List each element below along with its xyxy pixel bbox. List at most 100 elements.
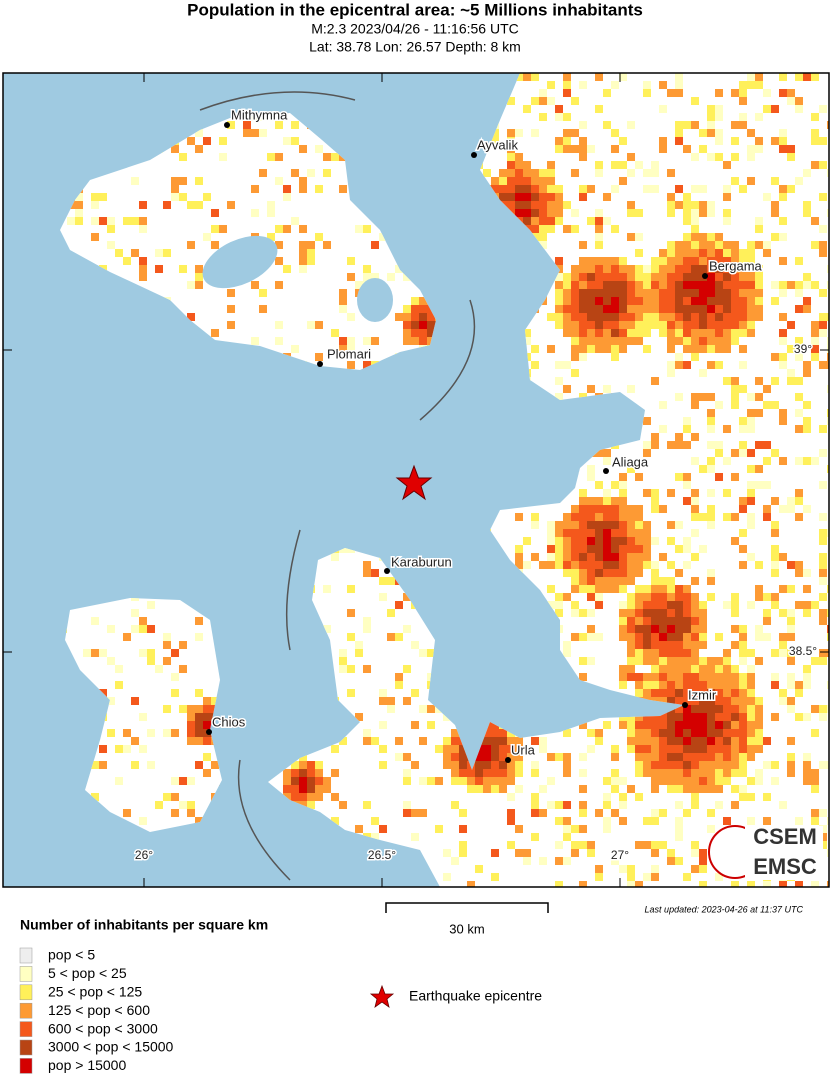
population-cell: [571, 345, 579, 353]
population-cell: [651, 537, 659, 545]
population-cell: [587, 185, 595, 193]
population-cell: [619, 777, 627, 785]
population-cell: [603, 337, 611, 345]
population-cell: [571, 577, 579, 585]
population-cell: [731, 513, 739, 521]
population-cell: [651, 321, 659, 329]
population-cell: [683, 585, 691, 593]
population-cell: [227, 201, 235, 209]
population-cell: [771, 105, 779, 113]
population-cell: [803, 417, 811, 425]
population-cell: [483, 769, 491, 777]
population-cell: [795, 601, 803, 609]
population-cell: [691, 601, 699, 609]
population-cell: [243, 129, 251, 137]
population-cell: [283, 785, 291, 793]
population-cell: [755, 585, 763, 593]
population-cell: [139, 713, 147, 721]
population-cell: [819, 449, 827, 457]
population-cell: [803, 569, 811, 577]
population-cell: [603, 825, 611, 833]
population-cell: [683, 617, 691, 625]
population-cell: [275, 257, 283, 265]
population-cell: [595, 105, 603, 113]
population-cell: [683, 737, 691, 745]
population-cell: [739, 785, 747, 793]
population-cell: [323, 785, 331, 793]
population-cell: [91, 793, 99, 801]
map-frame: [2, 72, 830, 888]
population-cell: [587, 305, 595, 313]
population-cell: [651, 729, 659, 737]
population-cell: [91, 617, 99, 625]
population-cell: [643, 721, 651, 729]
population-cell: [483, 777, 491, 785]
population-cell: [555, 553, 563, 561]
population-cell: [747, 713, 755, 721]
population-cell: [419, 305, 427, 313]
population-cell: [643, 625, 651, 633]
population-cell: [579, 81, 587, 89]
population-cell: [723, 665, 731, 673]
population-cell: [691, 681, 699, 689]
population-cell: [651, 641, 659, 649]
population-cell: [371, 337, 379, 345]
population-cell: [595, 209, 603, 217]
population-cell: [739, 185, 747, 193]
population-cell: [611, 537, 619, 545]
population-cell: [755, 225, 763, 233]
population-cell: [667, 281, 675, 289]
population-cell: [667, 321, 675, 329]
population-cell: [723, 161, 731, 169]
population-cell: [699, 249, 707, 257]
population-cell: [707, 249, 715, 257]
population-cell: [507, 145, 515, 153]
population-cell: [563, 321, 571, 329]
population-cell: [827, 361, 829, 369]
population-cell: [659, 265, 667, 273]
population-cell: [627, 713, 635, 721]
population-cell: [739, 673, 747, 681]
population-cell: [579, 753, 587, 761]
population-cell: [291, 769, 299, 777]
population-cell: [635, 625, 643, 633]
population-cell: [747, 449, 755, 457]
population-cell: [779, 585, 787, 593]
population-cell: [283, 225, 291, 233]
population-cell: [707, 465, 715, 473]
population-cell: [515, 745, 523, 753]
population-cell: [667, 857, 675, 865]
population-cell: [611, 225, 619, 233]
legend-swatch: [19, 1021, 33, 1037]
population-cell: [571, 321, 579, 329]
population-cell: [707, 737, 715, 745]
population-cell: [651, 753, 659, 761]
population-cell: [603, 257, 611, 265]
population-cell: [627, 521, 635, 529]
population-cell: [587, 321, 595, 329]
population-cell: [699, 705, 707, 713]
population-cell: [515, 73, 523, 81]
population-cell: [811, 217, 819, 225]
population-cell: [619, 817, 627, 825]
population-cell: [699, 257, 707, 265]
population-cell: [299, 225, 307, 233]
population-cell: [707, 105, 715, 113]
population-cell: [739, 649, 747, 657]
population-cell: [659, 273, 667, 281]
population-cell: [635, 609, 643, 617]
population-cell: [643, 81, 651, 89]
population-cell: [683, 289, 691, 297]
population-cell: [675, 241, 683, 249]
population-cell: [507, 185, 515, 193]
population-cell: [699, 681, 707, 689]
graticule-ticks: [3, 73, 829, 887]
population-cell: [667, 601, 675, 609]
population-cell: [747, 313, 755, 321]
population-cell: [819, 321, 827, 329]
population-cell: [683, 649, 691, 657]
population-cell: [603, 329, 611, 337]
population-cell: [291, 121, 299, 129]
population-cell: [187, 201, 195, 209]
population-cell: [787, 185, 795, 193]
